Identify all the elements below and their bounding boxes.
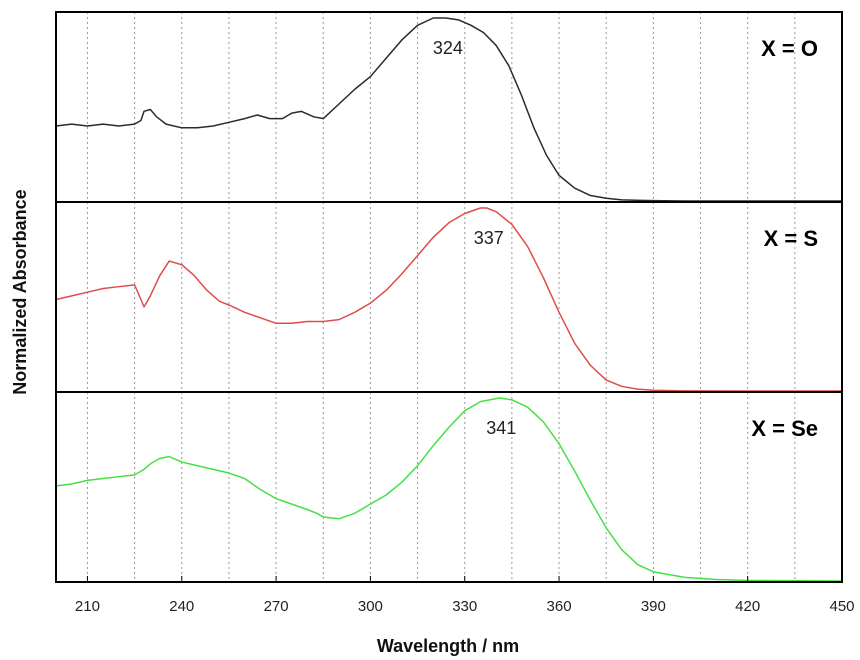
x-tick-label: 450 [829, 598, 854, 615]
panel-label-3: X = Se [751, 416, 818, 441]
label-layer: X = O 324 X = S 337 X = Se 341 [433, 36, 818, 441]
peak-label-1: 324 [433, 38, 463, 58]
y-axis-title: Normalized Absorbance [10, 189, 30, 394]
series-line-1 [55, 17, 843, 202]
peak-label-3: 341 [486, 418, 516, 438]
peak-label-2: 337 [474, 228, 504, 248]
panel-label-2: X = S [764, 226, 818, 251]
x-tick-label: 360 [547, 598, 572, 615]
x-tick-label: 210 [75, 598, 100, 615]
series-line-3 [55, 397, 843, 582]
panel-label-1: X = O [761, 36, 818, 61]
x-tick-label: 420 [735, 598, 760, 615]
series-line-2 [55, 207, 843, 392]
grid-layer [86, 12, 796, 582]
x-axis-title: Wavelength / nm [377, 636, 519, 656]
x-tick-label: 270 [264, 598, 289, 615]
frame-layer [55, 11, 843, 583]
x-tick-label: 240 [169, 598, 194, 615]
x-tick-label: 330 [452, 598, 477, 615]
x-tick-label: 300 [358, 598, 383, 615]
plot-frame [55, 11, 843, 583]
tick-layer: 210 240 270 300 330 360 390 420 450 [75, 576, 855, 615]
curve-layer [55, 17, 843, 582]
x-tick-label: 390 [641, 598, 666, 615]
